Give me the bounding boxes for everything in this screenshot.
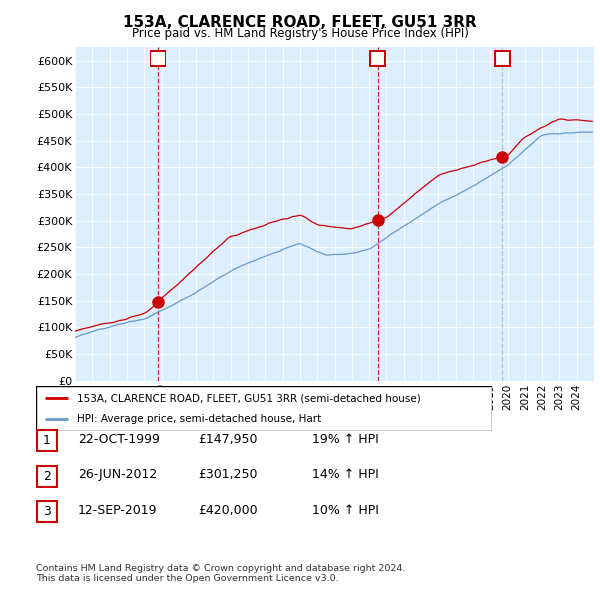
Text: HPI: Average price, semi-detached house, Hart: HPI: Average price, semi-detached house,… bbox=[77, 414, 321, 424]
FancyBboxPatch shape bbox=[370, 51, 385, 66]
Text: 2: 2 bbox=[43, 470, 51, 483]
Text: 2: 2 bbox=[374, 54, 382, 63]
Text: 3: 3 bbox=[43, 505, 51, 518]
FancyBboxPatch shape bbox=[37, 430, 56, 451]
FancyBboxPatch shape bbox=[36, 386, 492, 431]
Text: 12-SEP-2019: 12-SEP-2019 bbox=[78, 504, 157, 517]
Text: 26-JUN-2012: 26-JUN-2012 bbox=[78, 468, 157, 481]
Text: 14% ↑ HPI: 14% ↑ HPI bbox=[312, 468, 379, 481]
Text: 153A, CLARENCE ROAD, FLEET, GU51 3RR: 153A, CLARENCE ROAD, FLEET, GU51 3RR bbox=[123, 15, 477, 30]
Text: £301,250: £301,250 bbox=[198, 468, 257, 481]
Text: Price paid vs. HM Land Registry's House Price Index (HPI): Price paid vs. HM Land Registry's House … bbox=[131, 27, 469, 40]
Text: 19% ↑ HPI: 19% ↑ HPI bbox=[312, 433, 379, 446]
Text: 3: 3 bbox=[499, 54, 506, 63]
Text: 22-OCT-1999: 22-OCT-1999 bbox=[78, 433, 160, 446]
Text: 10% ↑ HPI: 10% ↑ HPI bbox=[312, 504, 379, 517]
Text: 153A, CLARENCE ROAD, FLEET, GU51 3RR (semi-detached house): 153A, CLARENCE ROAD, FLEET, GU51 3RR (se… bbox=[77, 394, 421, 404]
FancyBboxPatch shape bbox=[37, 501, 56, 522]
FancyBboxPatch shape bbox=[151, 51, 166, 66]
Text: 1: 1 bbox=[43, 434, 51, 447]
Text: 1: 1 bbox=[155, 54, 161, 63]
Text: £147,950: £147,950 bbox=[198, 433, 257, 446]
Text: £420,000: £420,000 bbox=[198, 504, 257, 517]
FancyBboxPatch shape bbox=[37, 466, 56, 487]
FancyBboxPatch shape bbox=[495, 51, 510, 66]
Text: Contains HM Land Registry data © Crown copyright and database right 2024.
This d: Contains HM Land Registry data © Crown c… bbox=[36, 563, 406, 583]
